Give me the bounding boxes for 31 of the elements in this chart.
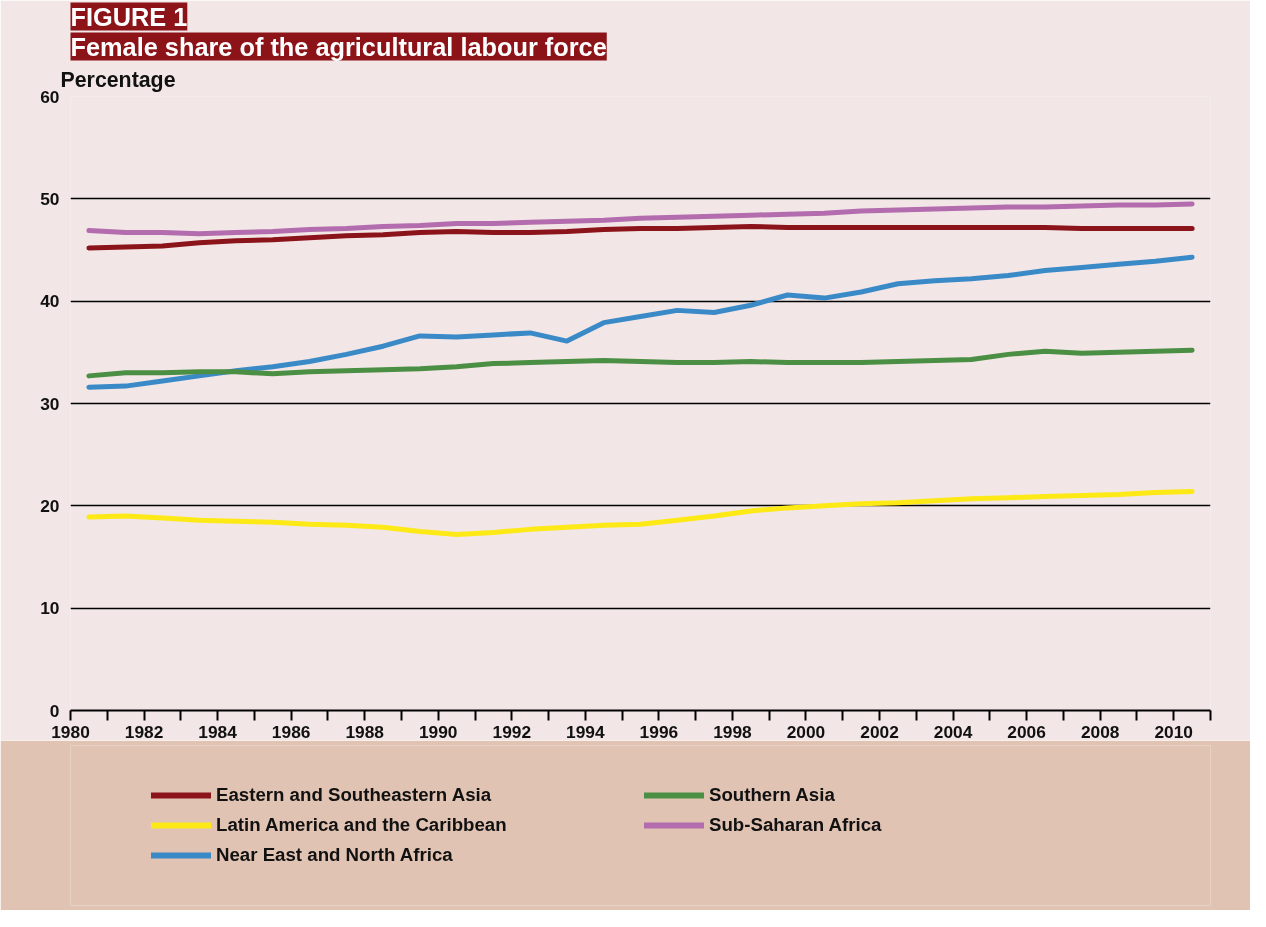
x-tick-label: 1988 [345,721,385,742]
x-tick-label: 1982 [124,721,164,742]
y-tick-label: 60 [40,86,60,107]
legend-label: Southern Asia [709,784,836,806]
y-tick-label: 20 [40,495,60,516]
y-tick-label: 0 [49,700,60,721]
x-tick-label: 2006 [1007,721,1047,742]
x-tick-label: 1986 [271,721,311,742]
x-tick-label: 1992 [492,721,532,742]
legend-label: Latin America and the Caribbean [216,814,508,836]
x-tick-label: 1984 [198,721,238,742]
x-tick-label: 1994 [566,721,605,742]
x-tick-label: 1980 [51,721,90,742]
y-tick-label: 40 [40,291,60,312]
y-tick-label: 10 [40,598,60,619]
x-tick-label: 1996 [639,721,679,742]
legend-label: Eastern and Southeastern Asia [216,784,493,806]
x-tick-label: 2000 [786,721,826,742]
x-tick-label: 1990 [418,721,458,742]
y-tick-label: 50 [40,188,60,209]
x-tick-label: 1998 [713,721,753,742]
legend-label: Near East and North Africa [216,844,454,866]
chart-subtitle: Female share of the agricultural labour force [70,32,607,61]
y-axis-title: Percentage [60,67,176,92]
y-tick-label: 30 [40,393,60,414]
x-tick-label: 2004 [933,721,973,742]
x-tick-label: 2002 [860,721,899,742]
chart-title: FIGURE 1 [70,2,188,31]
x-tick-label: 2008 [1080,721,1120,742]
x-tick-label: 2010 [1154,721,1194,742]
legend-label: Sub-Saharan Africa [709,814,883,836]
